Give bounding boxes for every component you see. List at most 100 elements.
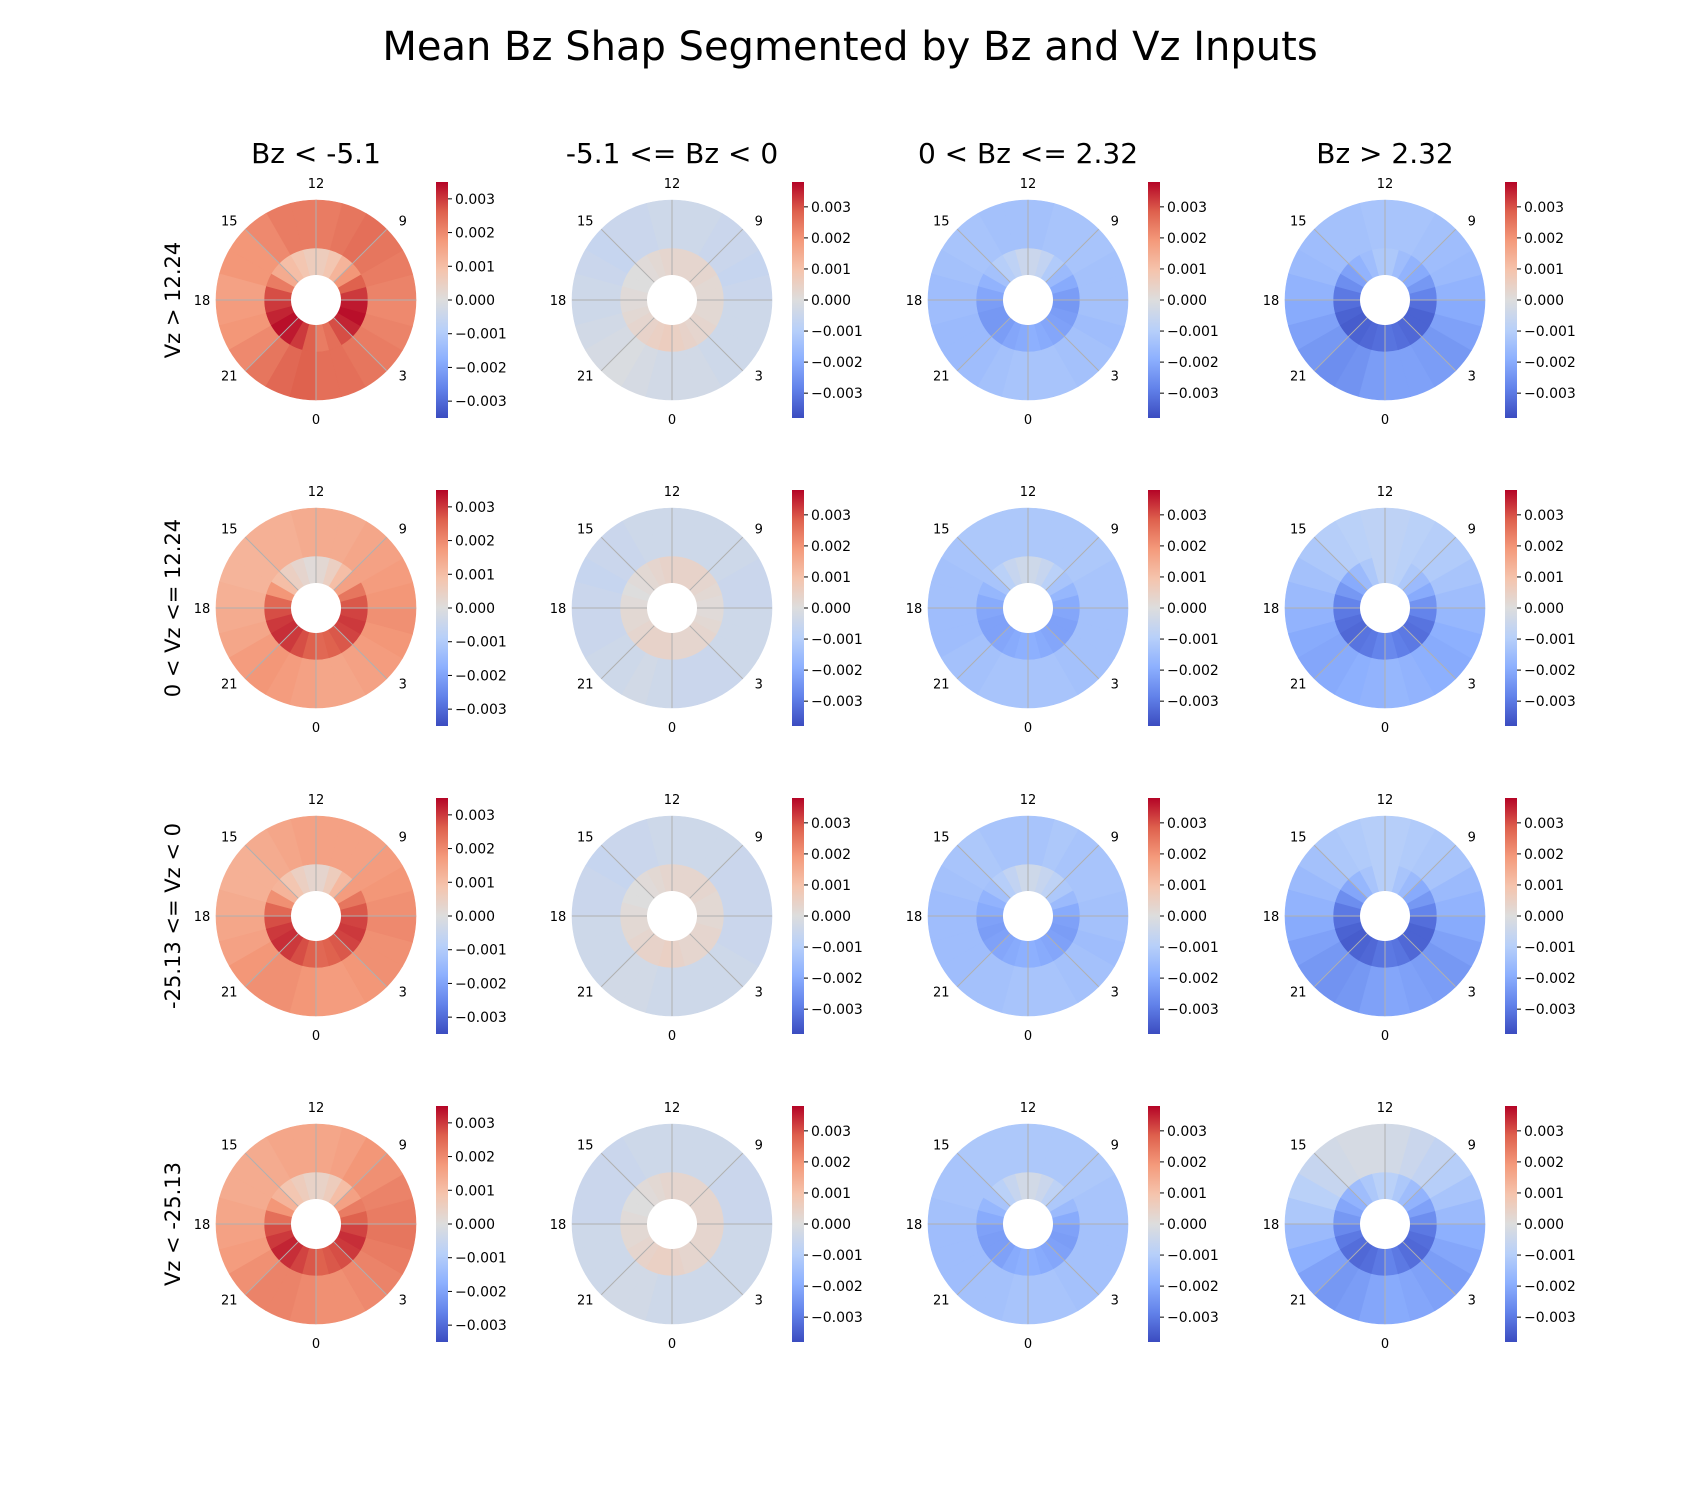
grid-spoke: [1313, 1152, 1368, 1207]
hour-label: 18: [906, 294, 923, 309]
grid-spoke: [1402, 933, 1457, 988]
hour-label: 12: [308, 1101, 325, 1116]
hour-label: 0: [312, 413, 320, 428]
outer-ring-cell: [1287, 928, 1341, 967]
colorbar: [1505, 182, 1517, 418]
outer-ring-cell: [215, 581, 267, 609]
grid-spoke: [244, 1152, 299, 1207]
colorbar-tick-label: 0.001: [811, 1186, 851, 1202]
outer-ring-cell: [1064, 536, 1116, 583]
outer-ring-cell: [1410, 1260, 1457, 1312]
grid-spoke: [244, 317, 299, 372]
hour-label: 12: [308, 793, 325, 808]
center-hole: [647, 583, 697, 633]
outer-ring-cell: [1053, 644, 1100, 696]
center-hole: [647, 891, 697, 941]
outer-ring-cell: [341, 644, 388, 696]
hour-label: 15: [221, 522, 238, 537]
colorbar-tick-label: 0.000: [1167, 601, 1207, 617]
colorbar-tick-label: 0.002: [455, 226, 495, 242]
colorbar-tick-label: 0.002: [1167, 539, 1207, 555]
colorbar-tick-label: 0.000: [1524, 601, 1564, 617]
colorbar-tick-label: 0.001: [1167, 878, 1207, 894]
grid-spoke: [689, 1152, 744, 1207]
grid-spoke: [600, 1152, 655, 1207]
outer-ring-cell: [360, 557, 414, 596]
outer-ring-cell: [716, 249, 770, 288]
colorbar-tick-label: 0.001: [811, 878, 851, 894]
colorbar: [436, 182, 448, 418]
outer-ring-cell: [1284, 273, 1336, 301]
colorbar-tick-label: 0.002: [455, 534, 495, 550]
colorbar: [436, 1106, 448, 1342]
hour-label: 9: [1111, 522, 1119, 537]
outer-ring-cell: [341, 952, 388, 1004]
outer-ring-cell: [940, 633, 992, 680]
colorbar-tick-label: 0.001: [1524, 262, 1564, 278]
colorbar-tick-label: −0.003: [811, 386, 863, 402]
colorbar: [1148, 1106, 1160, 1342]
colorbar-tick-label: −0.001: [455, 327, 507, 343]
grid-spoke: [333, 844, 388, 899]
outer-ring-cell: [574, 928, 628, 967]
colorbar-tick-label: 0.003: [1167, 816, 1207, 832]
colorbar-tick-label: −0.002: [455, 360, 507, 376]
colorbar-tick-label: −0.001: [811, 1248, 863, 1264]
colorbar: [792, 1106, 804, 1342]
hour-label: 12: [664, 177, 681, 192]
hour-label: 3: [399, 986, 407, 1001]
colorbar-tick-label: 0.002: [1167, 231, 1207, 247]
hour-label: 9: [1111, 1138, 1119, 1153]
outer-ring-cell: [1410, 644, 1457, 696]
hour-label: 12: [1020, 485, 1037, 500]
hour-label: 18: [906, 1218, 923, 1233]
outer-ring-cell: [930, 928, 984, 967]
hour-label: 18: [550, 294, 567, 309]
hour-label: 18: [194, 602, 211, 617]
polar-panel: 12 9 3 0 21 18 15 0.003 0.002 0.001 0.000 −0.001 −0.…: [906, 1101, 1219, 1352]
colorbar-tick-label: −0.003: [1167, 694, 1219, 710]
grid-spoke: [956, 933, 1011, 988]
outer-ring-cell: [1287, 1236, 1341, 1275]
panels: 12 9 3 0 21 18 15 0.003 0.002 0.001 0.000 −0.001 −0.…: [194, 177, 1576, 1352]
row-label: -25.13 <= Vz < 0: [161, 823, 185, 1009]
hour-label: 0: [1024, 413, 1032, 428]
outer-ring-cell: [956, 828, 1003, 880]
colorbar-tick-label: 0.000: [811, 909, 851, 925]
colorbar-tick-label: 0.003: [811, 200, 851, 216]
center-hole: [647, 275, 697, 325]
polar-panel: 12 9 3 0 21 18 15 0.003 0.002 0.001 0.000 −0.001 −0.…: [194, 793, 507, 1044]
hour-label: 21: [577, 370, 594, 385]
hour-label: 21: [221, 986, 238, 1001]
hour-label: 9: [755, 522, 763, 537]
outer-ring-cell: [708, 1152, 760, 1199]
outer-ring-cell: [684, 344, 723, 398]
colorbar-tick-label: 0.000: [811, 601, 851, 617]
outer-ring-cell: [265, 1126, 304, 1180]
grid-spoke: [244, 536, 299, 591]
outer-ring-cell: [1429, 557, 1483, 596]
grid-spoke: [600, 1241, 655, 1296]
outer-ring-cell: [927, 1197, 979, 1225]
grid-spoke: [600, 536, 655, 591]
outer-ring-cell: [930, 1236, 984, 1275]
colorbar-tick-label: −0.002: [811, 663, 863, 679]
outer-ring-cell: [365, 1223, 417, 1251]
outer-ring-cell: [940, 1249, 992, 1296]
outer-ring-cell: [360, 1173, 414, 1212]
hour-label: 18: [550, 1218, 567, 1233]
hour-label: 15: [933, 1138, 950, 1153]
hour-label: 15: [1290, 214, 1307, 229]
outer-ring-cell: [1397, 1268, 1436, 1322]
grid-spoke: [333, 625, 388, 680]
outer-ring-cell: [1334, 510, 1373, 564]
grid-spoke: [1402, 317, 1457, 372]
hour-label: 15: [221, 1138, 238, 1153]
outer-ring-cell: [584, 1249, 636, 1296]
hour-label: 0: [668, 413, 676, 428]
grid-spoke: [689, 844, 744, 899]
outer-ring-cell: [671, 815, 699, 867]
hour-label: 9: [1111, 214, 1119, 229]
colorbar-tick-label: 0.001: [1167, 262, 1207, 278]
colorbar-tick-label: −0.003: [1167, 1310, 1219, 1326]
